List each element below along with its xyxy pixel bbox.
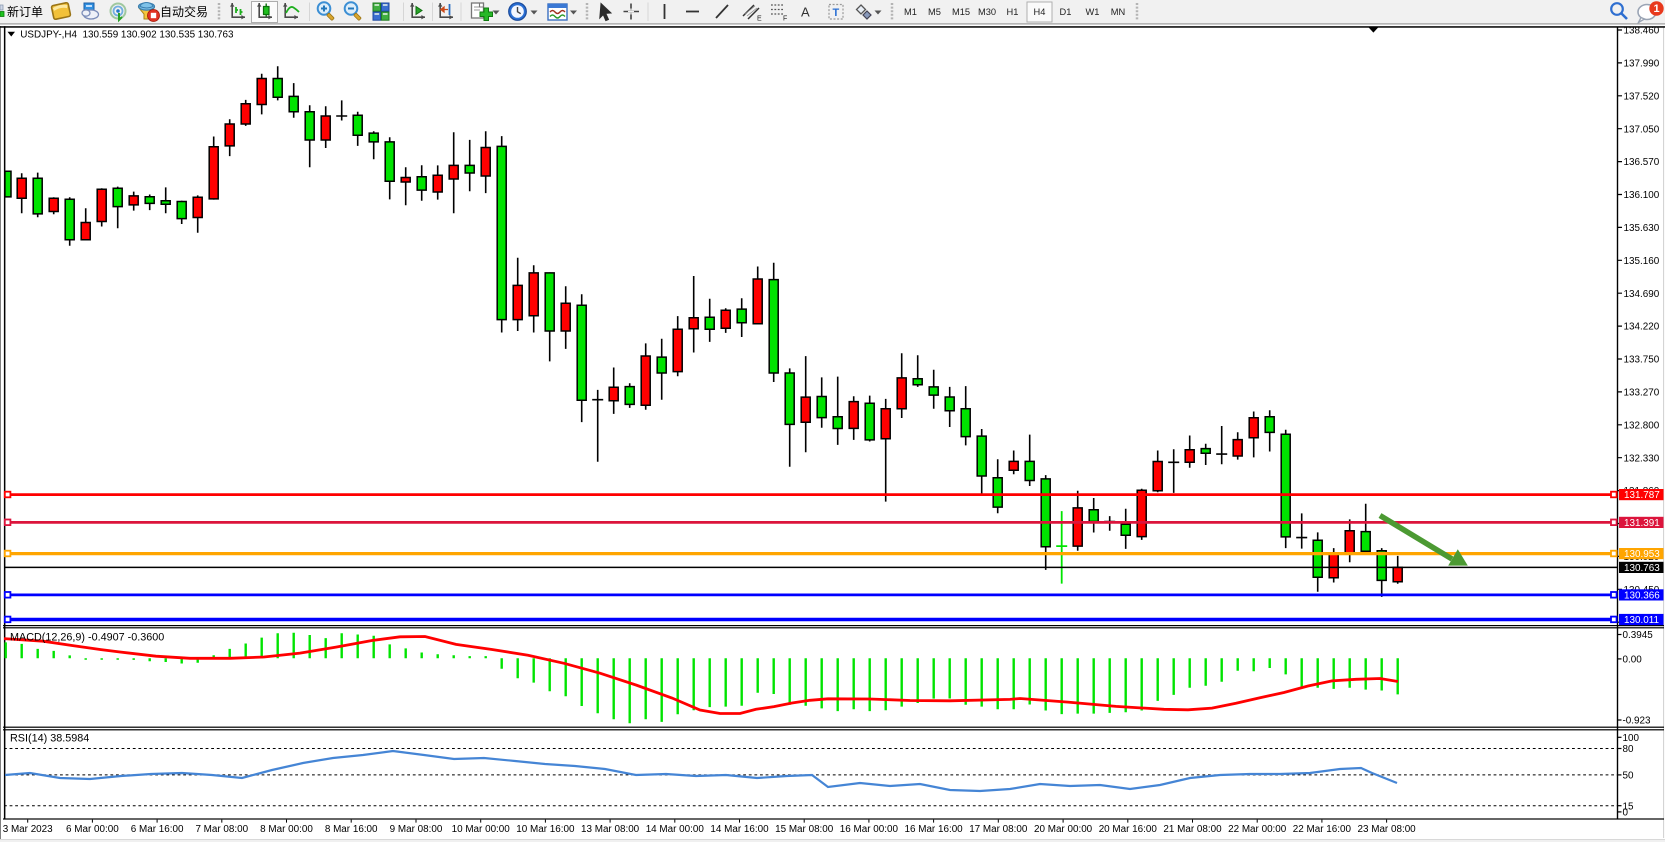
svg-text:MN: MN <box>1111 7 1125 17</box>
svg-text:137.050: 137.050 <box>1624 124 1660 135</box>
svg-text:132.330: 132.330 <box>1624 453 1660 464</box>
svg-text:50: 50 <box>1623 771 1634 782</box>
svg-text:M30: M30 <box>978 7 996 17</box>
svg-text:135.160: 135.160 <box>1624 256 1660 267</box>
svg-text:137.520: 137.520 <box>1624 91 1660 102</box>
svg-text:131.391: 131.391 <box>1624 518 1660 529</box>
svg-text:A: A <box>801 5 810 20</box>
svg-text:8 Mar 00:00: 8 Mar 00:00 <box>260 824 313 835</box>
svg-text:130.953: 130.953 <box>1624 549 1660 560</box>
svg-text:9 Mar 08:00: 9 Mar 08:00 <box>390 824 443 835</box>
svg-text:134.220: 134.220 <box>1624 322 1660 333</box>
svg-text:14 Mar 16:00: 14 Mar 16:00 <box>710 824 769 835</box>
svg-text:E: E <box>757 16 762 23</box>
svg-text:D1: D1 <box>1060 7 1072 17</box>
svg-text:80: 80 <box>1623 744 1634 755</box>
svg-text:136.570: 136.570 <box>1624 157 1660 168</box>
svg-text:0.00: 0.00 <box>1623 655 1643 666</box>
svg-text:RSI(14) 38.5984: RSI(14) 38.5984 <box>10 733 89 745</box>
svg-text:22 Mar 16:00: 22 Mar 16:00 <box>1293 824 1352 835</box>
svg-text:135.630: 135.630 <box>1624 223 1660 234</box>
svg-text:H4: H4 <box>1034 7 1046 17</box>
svg-text:6 Mar 00:00: 6 Mar 00:00 <box>66 824 119 835</box>
svg-text:136.100: 136.100 <box>1624 190 1660 201</box>
svg-text:新订单: 新订单 <box>7 4 43 19</box>
svg-text:100: 100 <box>1623 733 1640 744</box>
svg-text:8 Mar 16:00: 8 Mar 16:00 <box>325 824 378 835</box>
svg-text:138.460: 138.460 <box>1624 26 1660 37</box>
svg-text:130.763: 130.763 <box>1624 563 1660 574</box>
svg-text:16 Mar 00:00: 16 Mar 00:00 <box>840 824 899 835</box>
svg-text:14 Mar 00:00: 14 Mar 00:00 <box>646 824 705 835</box>
svg-text:130.366: 130.366 <box>1624 591 1660 602</box>
svg-text:133.750: 133.750 <box>1624 355 1660 366</box>
svg-text:13 Mar 08:00: 13 Mar 08:00 <box>581 824 640 835</box>
svg-text:T: T <box>833 7 840 19</box>
svg-text:16 Mar 16:00: 16 Mar 16:00 <box>904 824 963 835</box>
svg-text:H1: H1 <box>1007 7 1019 17</box>
svg-text:131.787: 131.787 <box>1624 490 1660 501</box>
svg-text:20 Mar 00:00: 20 Mar 00:00 <box>1034 824 1093 835</box>
svg-text:21 Mar 08:00: 21 Mar 08:00 <box>1163 824 1222 835</box>
svg-text:MACD(12,26,9) -0.4907 -0.3600: MACD(12,26,9) -0.4907 -0.3600 <box>10 632 164 644</box>
svg-text:132.800: 132.800 <box>1624 420 1660 431</box>
svg-text:M5: M5 <box>928 7 941 17</box>
svg-text:20 Mar 16:00: 20 Mar 16:00 <box>1099 824 1158 835</box>
svg-text:130.011: 130.011 <box>1624 615 1659 626</box>
svg-text:USDJPY-,H4 130.559 130.902 13: USDJPY-,H4 130.559 130.902 130.535 130.7… <box>20 30 234 41</box>
svg-text:6 Mar 16:00: 6 Mar 16:00 <box>131 824 184 835</box>
svg-text:133.270: 133.270 <box>1624 388 1660 399</box>
svg-text:23 Mar 08:00: 23 Mar 08:00 <box>1357 824 1416 835</box>
svg-text:10 Mar 16:00: 10 Mar 16:00 <box>516 824 575 835</box>
svg-text:M1: M1 <box>904 7 917 17</box>
svg-text:7 Mar 08:00: 7 Mar 08:00 <box>195 824 248 835</box>
svg-text:0.3945: 0.3945 <box>1623 630 1654 641</box>
svg-text:15: 15 <box>1623 801 1634 812</box>
svg-text:0: 0 <box>1623 808 1629 819</box>
svg-text:1: 1 <box>1653 3 1659 15</box>
svg-text:F: F <box>783 16 787 23</box>
svg-text:137.990: 137.990 <box>1624 59 1660 70</box>
svg-text:10 Mar 00:00: 10 Mar 00:00 <box>452 824 511 835</box>
svg-text:自动交易: 自动交易 <box>160 4 208 19</box>
svg-text:M15: M15 <box>952 7 970 17</box>
svg-text:15 Mar 08:00: 15 Mar 08:00 <box>775 824 834 835</box>
svg-text:-0.923: -0.923 <box>1623 716 1652 727</box>
svg-text:22 Mar 00:00: 22 Mar 00:00 <box>1228 824 1287 835</box>
svg-text:W1: W1 <box>1086 7 1100 17</box>
svg-text:134.690: 134.690 <box>1624 289 1660 300</box>
svg-text:3 Mar 2023: 3 Mar 2023 <box>3 824 53 835</box>
svg-text:17 Mar 08:00: 17 Mar 08:00 <box>969 824 1028 835</box>
